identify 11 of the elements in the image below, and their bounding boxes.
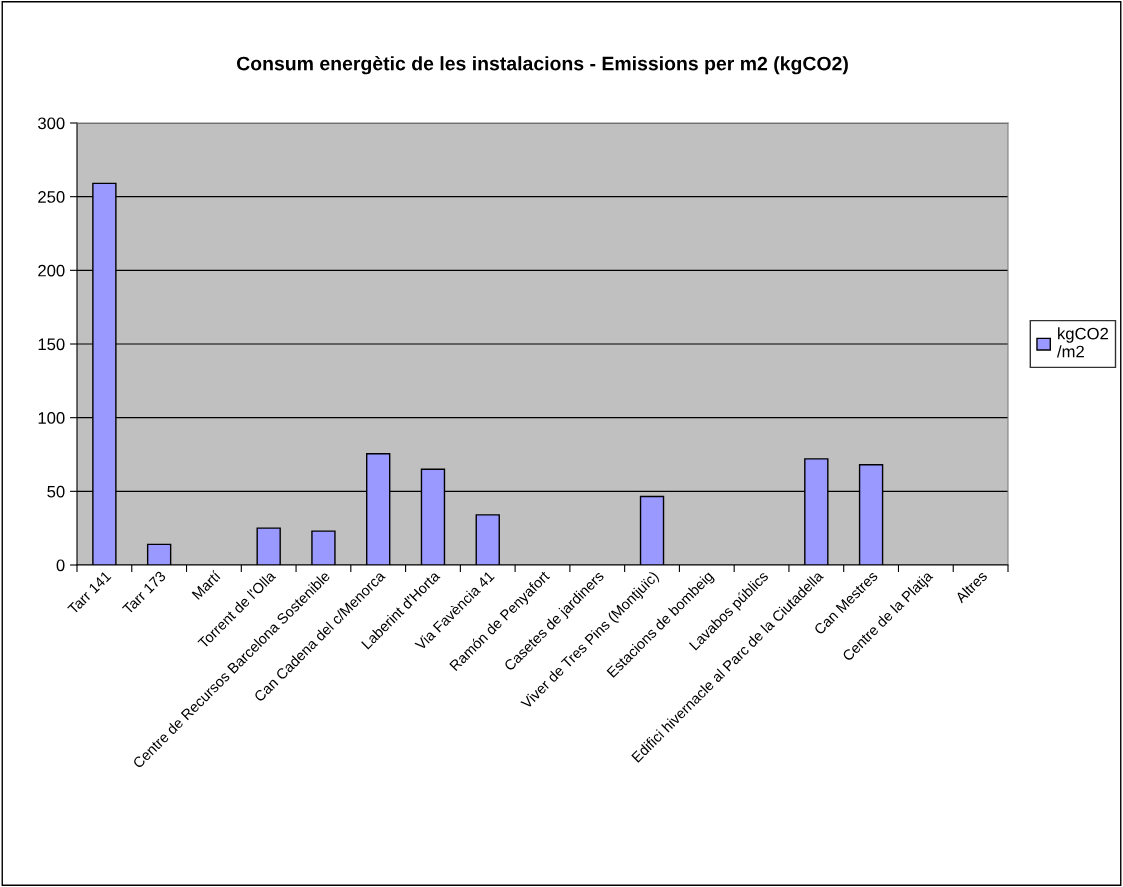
y-tick-label: 50 bbox=[47, 485, 65, 498]
x-tick-label: Tarr 141 bbox=[67, 570, 112, 615]
x-tick-label: Tarr 173 bbox=[121, 570, 167, 615]
y-tick-label: 100 bbox=[38, 412, 65, 424]
legend-label: kgCO2 /m2 bbox=[1056, 327, 1108, 358]
chart-title: Consum energètic de les instalacions - Emissions per m2 (kgCO2) bbox=[236, 55, 848, 75]
y-tick-label: 200 bbox=[38, 264, 65, 277]
y-tick-label: 250 bbox=[38, 191, 65, 203]
y-tick-label: 0 bbox=[56, 559, 65, 572]
y-tick-label: 150 bbox=[38, 338, 65, 351]
y-tick-label: 300 bbox=[38, 117, 65, 130]
